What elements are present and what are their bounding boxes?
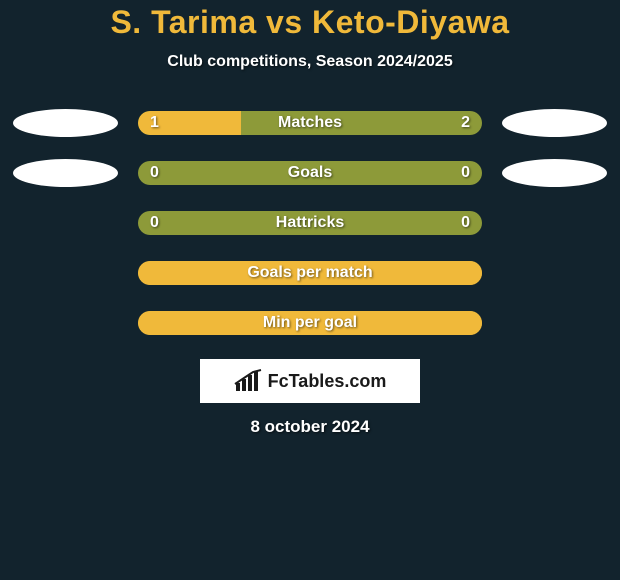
stat-left-value: 0 (150, 164, 159, 182)
brand-badge: FcTables.com (200, 359, 420, 403)
stat-left-value: 1 (150, 114, 159, 132)
stat-row: Goals per match (0, 259, 620, 287)
stat-row: 0 Hattricks 0 (0, 209, 620, 237)
brand-text: FcTables.com (268, 371, 387, 392)
stat-bar-hattricks: 0 Hattricks 0 (138, 211, 482, 235)
stat-right-value: 0 (461, 214, 470, 232)
player1-marker (13, 159, 118, 187)
brand-chart-icon (234, 369, 264, 393)
subtitle: Club competitions, Season 2024/2025 (0, 53, 620, 71)
comparison-card: S. Tarima vs Keto-Diyawa Club competitio… (0, 0, 620, 580)
stat-row: Min per goal (0, 309, 620, 337)
stat-label: Goals (288, 164, 332, 182)
stat-label: Hattricks (276, 214, 344, 232)
page-title: S. Tarima vs Keto-Diyawa (0, 4, 620, 41)
stat-row: 1 Matches 2 (0, 109, 620, 137)
stats-rows: 1 Matches 2 0 Goals 0 0 Hattricks 0 (0, 109, 620, 337)
player1-marker (13, 109, 118, 137)
stat-bar-min-per-goal: Min per goal (138, 311, 482, 335)
player2-marker (502, 109, 607, 137)
stat-right-value: 0 (461, 164, 470, 182)
stat-bar-goals-per-match: Goals per match (138, 261, 482, 285)
stat-label: Goals per match (247, 264, 372, 282)
stat-left-value: 0 (150, 214, 159, 232)
player2-marker (502, 159, 607, 187)
stat-bar-matches: 1 Matches 2 (138, 111, 482, 135)
date-label: 8 october 2024 (0, 417, 620, 437)
stat-bar-goals: 0 Goals 0 (138, 161, 482, 185)
stat-row: 0 Goals 0 (0, 159, 620, 187)
stat-right-value: 2 (461, 114, 470, 132)
stat-label: Min per goal (263, 314, 357, 332)
stat-label: Matches (278, 114, 342, 132)
